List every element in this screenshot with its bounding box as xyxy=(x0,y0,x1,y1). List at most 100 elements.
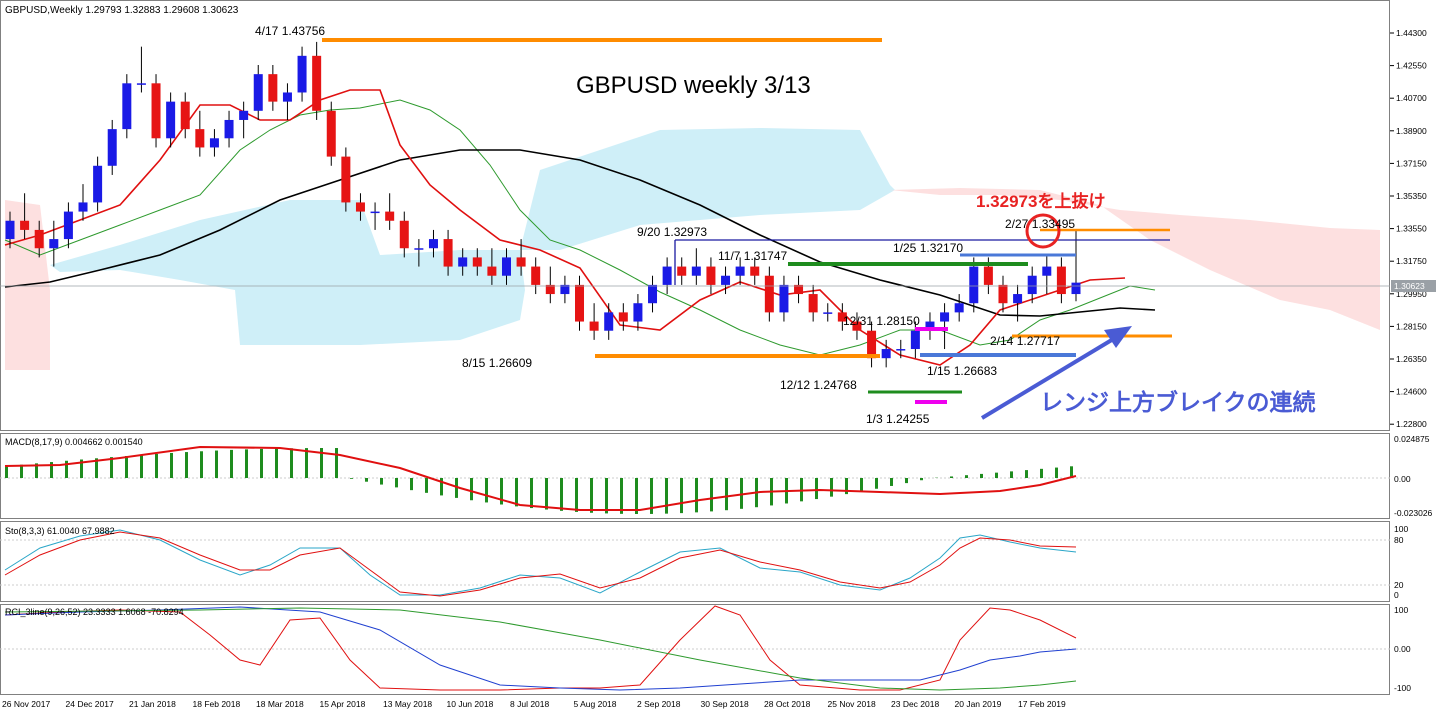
candle-body[interactable] xyxy=(487,267,496,276)
macd-axis-zero: 0.00 xyxy=(1394,474,1411,484)
macd-bar xyxy=(965,475,968,478)
candle-body[interactable] xyxy=(20,221,29,230)
price-tick-label: 1.31750 xyxy=(1396,256,1427,266)
candle-body[interactable] xyxy=(400,221,409,248)
candle-body[interactable] xyxy=(721,276,730,285)
candle-body[interactable] xyxy=(298,56,307,93)
candle-body[interactable] xyxy=(239,111,248,120)
candle-body[interactable] xyxy=(1028,276,1037,294)
macd-bar xyxy=(710,478,713,511)
candle-body[interactable] xyxy=(356,202,365,211)
candle-body[interactable] xyxy=(955,303,964,312)
candle-body[interactable] xyxy=(341,157,350,203)
candle-body[interactable] xyxy=(137,83,146,85)
candle-body[interactable] xyxy=(1013,294,1022,303)
price-tick-label: 1.42550 xyxy=(1396,61,1427,71)
date-tick-label: 28 Oct 2018 xyxy=(764,699,811,709)
candle-body[interactable] xyxy=(692,267,701,276)
price-tick-label: 1.28150 xyxy=(1396,321,1427,331)
candle-body[interactable] xyxy=(371,212,380,214)
candle-body[interactable] xyxy=(998,285,1007,303)
candle-body[interactable] xyxy=(823,312,832,314)
annotation-apr17: 4/17 1.43756 xyxy=(255,24,325,38)
price-axis[interactable]: 1.443001.425501.407001.389001.371501.353… xyxy=(1390,28,1427,429)
candle-body[interactable] xyxy=(750,267,759,276)
chart-headline: GBPUSD weekly 3/13 xyxy=(576,72,811,99)
rci-axis-zero: 0.00 xyxy=(1394,644,1411,654)
candle-body[interactable] xyxy=(706,267,715,285)
macd-bar xyxy=(620,478,623,514)
candle-body[interactable] xyxy=(765,276,774,313)
candle-body[interactable] xyxy=(517,257,526,266)
candle-body[interactable] xyxy=(473,257,482,266)
candle-body[interactable] xyxy=(911,331,920,349)
candle-body[interactable] xyxy=(254,74,263,111)
macd-bar xyxy=(125,456,128,478)
macd-bar xyxy=(305,448,308,478)
candle-body[interactable] xyxy=(79,202,88,211)
candle-body[interactable] xyxy=(195,129,204,147)
candle-body[interactable] xyxy=(283,92,292,101)
candle-body[interactable] xyxy=(969,267,978,304)
macd-bar xyxy=(1040,469,1043,478)
candle-body[interactable] xyxy=(93,166,102,203)
date-tick-label: 23 Dec 2018 xyxy=(891,699,939,709)
macd-bar xyxy=(905,478,908,483)
candle-body[interactable] xyxy=(152,83,161,138)
candle-body[interactable] xyxy=(414,248,423,250)
candle-body[interactable] xyxy=(677,267,686,276)
candle-body[interactable] xyxy=(444,239,453,266)
candle-body[interactable] xyxy=(385,212,394,221)
candle-body[interactable] xyxy=(64,212,73,239)
candle-body[interactable] xyxy=(1072,283,1081,294)
candle-body[interactable] xyxy=(429,239,438,248)
date-tick-label: 2 Sep 2018 xyxy=(637,699,681,709)
candle-body[interactable] xyxy=(181,102,190,129)
candle-body[interactable] xyxy=(619,312,628,321)
candle-body[interactable] xyxy=(210,138,219,147)
candle-body[interactable] xyxy=(575,285,584,322)
candle-body[interactable] xyxy=(779,285,788,312)
candle-body[interactable] xyxy=(663,267,672,285)
candle-body[interactable] xyxy=(166,102,175,139)
candle-body[interactable] xyxy=(633,303,642,321)
candle-body[interactable] xyxy=(882,349,891,358)
candle-body[interactable] xyxy=(225,120,234,138)
candle-body[interactable] xyxy=(1057,267,1066,294)
macd-bar xyxy=(860,478,863,491)
macd-bar xyxy=(110,457,113,478)
candle-body[interactable] xyxy=(108,129,117,166)
candle-body[interactable] xyxy=(604,312,613,330)
candle-body[interactable] xyxy=(458,257,467,266)
annotation-aug15: 8/15 1.26609 xyxy=(462,356,532,370)
rci-label: RCI_3line(9,26,52) 23.3333 1.6068 -70.82… xyxy=(5,607,184,617)
candle-body[interactable] xyxy=(984,267,993,285)
date-tick-label: 24 Dec 2017 xyxy=(66,699,114,709)
candle-body[interactable] xyxy=(648,285,657,303)
macd-bar xyxy=(890,478,893,486)
macd-bar xyxy=(215,451,218,478)
candle-body[interactable] xyxy=(327,111,336,157)
candle-body[interactable] xyxy=(531,267,540,285)
candle-body[interactable] xyxy=(809,294,818,312)
candle-body[interactable] xyxy=(590,322,599,331)
rci-axis-100: 100 xyxy=(1394,605,1408,615)
candle-body[interactable] xyxy=(6,221,15,239)
candle-body[interactable] xyxy=(122,83,131,129)
candle-body[interactable] xyxy=(268,74,277,101)
candle-body[interactable] xyxy=(49,239,58,248)
annotation-jan3: 1/3 1.24255 xyxy=(866,412,930,426)
stoch-pane[interactable] xyxy=(1,522,1390,602)
candle-body[interactable] xyxy=(35,230,44,248)
candle-body[interactable] xyxy=(502,257,511,275)
candle-body[interactable] xyxy=(736,267,745,276)
stoch-axis-80: 80 xyxy=(1394,535,1404,545)
candle-body[interactable] xyxy=(896,349,905,351)
candle-body[interactable] xyxy=(940,312,949,321)
macd-bar xyxy=(515,478,518,506)
candle-body[interactable] xyxy=(312,56,321,111)
candle-body[interactable] xyxy=(1042,267,1051,276)
